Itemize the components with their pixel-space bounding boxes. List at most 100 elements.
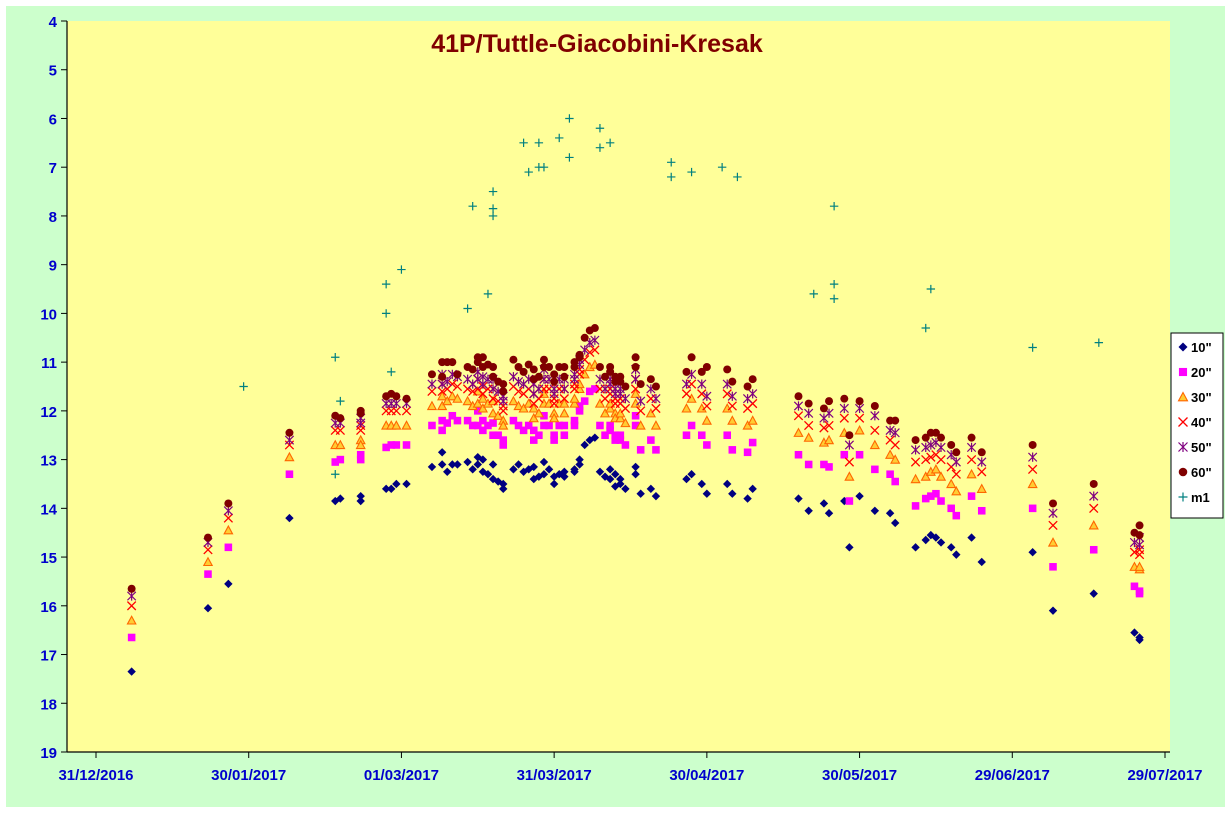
- data-point: [580, 440, 589, 450]
- data-point: [560, 421, 569, 430]
- data-point: [936, 454, 946, 465]
- data-point: [630, 398, 641, 408]
- data-point: [468, 365, 477, 374]
- data-point: [667, 158, 676, 167]
- y-tick-label: 12: [40, 404, 57, 421]
- data-point: [631, 421, 640, 430]
- data-point: [681, 379, 692, 389]
- data-point: [869, 439, 880, 450]
- data-point: [611, 436, 620, 444]
- data-point: [463, 457, 472, 467]
- data-point: [927, 492, 935, 500]
- data-point: [951, 485, 962, 496]
- data-point: [540, 411, 548, 420]
- data-point: [483, 470, 493, 479]
- data-point: [285, 513, 294, 523]
- data-point: [793, 427, 804, 437]
- data-point: [645, 407, 656, 418]
- data-point: [356, 455, 365, 464]
- data-point: [478, 353, 487, 362]
- data-point: [509, 355, 518, 364]
- x-tick-label: 30/05/2017: [822, 767, 897, 784]
- data-point: [560, 472, 569, 481]
- data-point: [555, 421, 564, 430]
- data-point: [844, 440, 855, 450]
- data-point: [652, 446, 660, 454]
- data-point: [804, 408, 814, 418]
- data-point: [921, 535, 930, 545]
- data-point: [621, 484, 630, 494]
- series-3: [126, 345, 1145, 611]
- y-tick-label: 11: [41, 355, 57, 372]
- data-point: [591, 385, 599, 393]
- data-point: [743, 494, 752, 503]
- data-point: [499, 479, 508, 489]
- data-point: [580, 397, 589, 405]
- data-point: [722, 389, 732, 399]
- legend-label: 30": [1191, 390, 1212, 405]
- legend-marker: [1178, 442, 1188, 452]
- data-point: [223, 506, 233, 516]
- data-point: [519, 138, 528, 148]
- data-point: [473, 460, 482, 469]
- data-point: [560, 431, 569, 440]
- data-point: [437, 379, 447, 389]
- x-tick-label: 30/04/2017: [669, 767, 744, 784]
- data-point: [723, 365, 732, 374]
- data-point: [204, 570, 212, 578]
- data-point: [891, 518, 900, 528]
- data-point: [570, 358, 579, 367]
- data-point: [611, 482, 620, 491]
- data-point: [870, 506, 880, 515]
- data-point: [870, 402, 879, 410]
- data-point: [438, 426, 446, 435]
- data-point: [829, 201, 839, 211]
- data-point: [723, 431, 731, 440]
- data-point: [936, 538, 946, 547]
- data-point: [697, 379, 707, 389]
- data-point: [447, 379, 457, 389]
- data-point: [804, 460, 813, 469]
- data-point: [559, 384, 569, 394]
- data-point: [549, 412, 560, 423]
- data-point: [1129, 547, 1140, 557]
- data-point: [884, 449, 896, 459]
- data-point: [621, 382, 630, 391]
- data-point: [921, 433, 930, 442]
- y-tick-label: 19: [40, 745, 57, 762]
- data-point: [565, 153, 574, 162]
- data-point: [937, 433, 946, 442]
- data-point: [596, 421, 604, 430]
- data-point: [550, 436, 558, 444]
- data-point: [494, 431, 502, 440]
- data-point: [682, 367, 691, 376]
- legend-label: 40": [1191, 415, 1212, 430]
- data-point: [443, 419, 452, 427]
- data-point: [513, 400, 524, 411]
- data-point: [223, 524, 234, 535]
- data-point: [499, 380, 508, 389]
- data-point: [926, 284, 936, 294]
- data-point: [560, 363, 569, 371]
- data-point: [616, 479, 625, 489]
- data-point: [748, 484, 757, 494]
- data-point: [804, 506, 813, 515]
- data-point: [829, 279, 839, 289]
- data-point: [519, 426, 528, 435]
- data-point: [483, 289, 493, 299]
- data-point: [473, 358, 482, 367]
- data-point: [539, 470, 549, 479]
- data-point: [284, 435, 295, 445]
- data-point: [910, 445, 921, 455]
- data-point: [488, 384, 498, 394]
- data-point: [854, 425, 865, 435]
- y-tick-label: 15: [40, 550, 57, 567]
- data-point: [630, 388, 641, 398]
- data-point: [488, 394, 498, 404]
- data-point: [611, 470, 620, 479]
- data-point: [534, 384, 544, 394]
- data-point: [545, 421, 553, 430]
- data-point: [402, 441, 411, 449]
- y-axis: 4 5 6 7 8 9 10 11 12 13 14 15 16 17 18 19: [40, 14, 68, 762]
